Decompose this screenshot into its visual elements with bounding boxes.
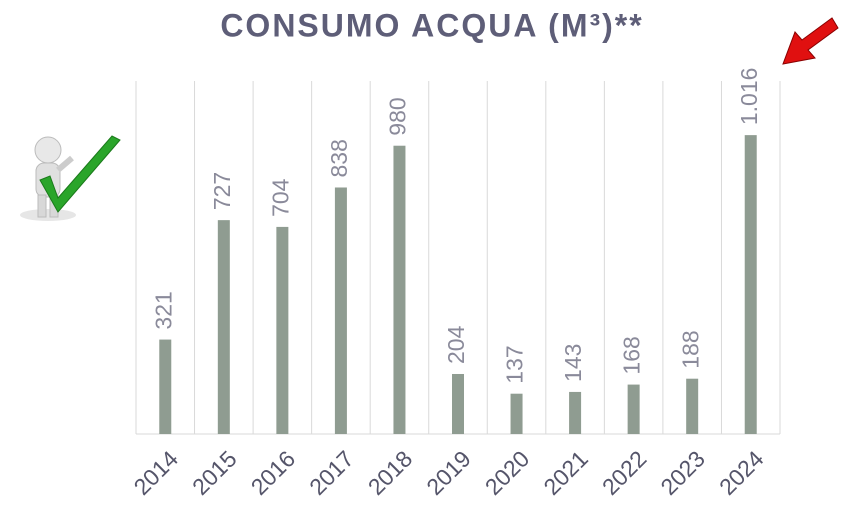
value-label: 838	[326, 139, 352, 177]
bar	[686, 379, 698, 434]
value-label: 1.016	[736, 68, 762, 126]
value-label: 188	[677, 330, 703, 368]
bar	[393, 146, 405, 434]
value-label: 321	[150, 291, 176, 329]
x-tick-label: 2023	[655, 445, 710, 500]
bar	[452, 374, 464, 434]
value-label: 137	[502, 345, 528, 383]
value-label: 204	[443, 325, 469, 364]
bar	[218, 220, 230, 434]
value-label: 980	[385, 97, 411, 135]
bar	[569, 392, 581, 434]
x-tick-label: 2024	[714, 445, 769, 500]
x-tick-label: 2014	[129, 445, 184, 500]
x-tick-label: 2020	[480, 445, 535, 500]
x-tick-label: 2016	[246, 445, 301, 500]
x-tick-label: 2021	[538, 445, 593, 500]
chart: CONSUMO ACQUA (M³)** 321 2014 727 2015 704 20…	[0, 0, 841, 527]
bar	[335, 187, 347, 434]
x-tick-label: 2018	[363, 445, 418, 500]
bar	[745, 135, 757, 434]
value-label: 727	[209, 172, 235, 210]
x-tick-label: 2019	[421, 445, 476, 500]
arrow	[783, 18, 838, 64]
x-tick-label: 2015	[187, 445, 242, 500]
value-label: 143	[560, 344, 586, 382]
bar	[628, 385, 640, 434]
bar	[276, 227, 288, 434]
chart-title: CONSUMO ACQUA (M³)**	[220, 7, 643, 43]
value-label: 168	[619, 336, 645, 374]
bar	[159, 340, 171, 434]
x-tick-label: 2017	[304, 445, 359, 500]
bar	[511, 394, 523, 434]
x-tick-label: 2022	[597, 445, 652, 500]
value-label: 704	[267, 178, 293, 217]
